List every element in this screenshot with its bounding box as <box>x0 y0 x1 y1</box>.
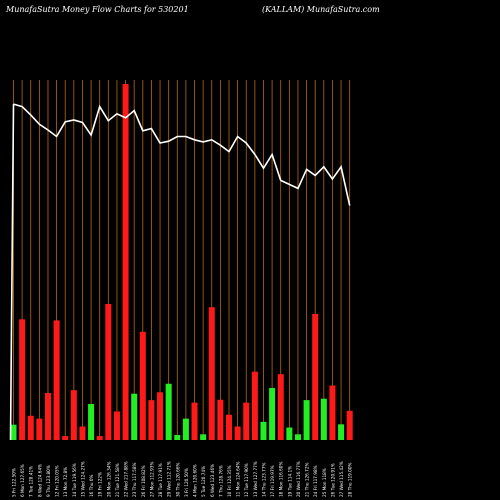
x-tick-label: 16 Thu 0% <box>89 474 94 497</box>
money-flow-bar <box>70 390 77 440</box>
money-flow-bar <box>208 307 215 440</box>
money-flow-bar <box>217 399 224 440</box>
money-flow-bar <box>312 313 319 440</box>
money-flow-bar <box>234 426 241 440</box>
x-tick-label: 20 Wed 116.77% <box>296 461 301 497</box>
money-flow-bar <box>53 320 60 440</box>
x-tick-label: 26 Tue 120.91% <box>330 463 335 497</box>
x-tick-label: 29 Wed 112.71% <box>167 461 172 497</box>
money-flow-bar <box>191 402 198 440</box>
x-tick-label: 18 Mon 116.60% <box>279 462 284 497</box>
x-tick-label: 26 Fri 108.82% <box>141 465 146 497</box>
money-flow-bar <box>88 404 95 440</box>
price-line-start <box>9 104 15 441</box>
price-line <box>13 103 351 206</box>
x-tick-label: 12 Tue 117.90% <box>244 463 249 497</box>
x-tick-label: 8 Wed 124.64% <box>37 464 42 497</box>
money-flow-bar <box>44 393 51 440</box>
money-flow-bar <box>105 304 112 440</box>
money-flow-bar <box>62 436 69 440</box>
x-tick-label: 6 Mon 127.65% <box>20 464 25 497</box>
x-tick-label: 30 Thu 120.66% <box>175 462 180 497</box>
money-flow-bar <box>36 418 43 440</box>
x-tick-label: 27 Mon 112.93% <box>149 462 154 497</box>
x-tick-label: 14 Tue 119.56% <box>72 463 77 497</box>
money-flow-bar <box>260 421 267 440</box>
x-tick-label: 12 Fri 120.05% <box>55 465 60 497</box>
x-tick-label: 24 Fri 117.98% <box>313 465 318 497</box>
money-flow-bar <box>329 385 336 440</box>
x-tick-label: 5 Tue 120.74% <box>201 466 206 497</box>
money-flow-bar <box>251 371 258 440</box>
money-flow-bar <box>122 84 129 440</box>
money-flow-bar <box>338 424 345 440</box>
x-tick-label: 7 Thu 128.76% <box>218 465 223 497</box>
x-tick-label: 25 Mon 118% <box>322 468 327 497</box>
money-flow-bar <box>139 331 146 440</box>
money-flow-bar <box>303 400 310 440</box>
x-tick-label: 15 Wed 124.27% <box>80 461 85 497</box>
money-flow-bar <box>27 415 34 440</box>
x-tick-label: 22 Wed 217.88% <box>124 461 129 497</box>
x-tick-label: 7 Tue 128.41% <box>29 466 34 497</box>
money-flow-bar <box>243 402 250 440</box>
x-tick-label: 9 Thu 123.80% <box>46 465 51 497</box>
x-tick-label: 13 Mon 72.8% <box>63 467 68 497</box>
money-flow-bar <box>10 424 17 440</box>
x-tick-label: 13 Wed 127.77% <box>253 461 258 497</box>
x-tick-label: 28 Thu 119.00% <box>348 462 353 497</box>
money-flow-bar <box>226 414 232 440</box>
money-flow-bar <box>165 383 172 440</box>
x-tick-label: 19 Tue 114.1% <box>287 466 292 497</box>
x-tick-label: 3 Fri 120.50% <box>184 468 189 497</box>
money-flow-bar <box>113 411 120 440</box>
money-flow-bar <box>294 434 301 440</box>
x-tick-label: 23 Thu 117.58% <box>132 462 137 497</box>
x-tick-label: 14 Thu 123.77% <box>261 462 266 497</box>
money-flow-bar <box>19 319 26 440</box>
x-tick-label: 21 Thu 126.72% <box>305 462 310 497</box>
money-flow-bar <box>200 434 207 440</box>
money-flow-bar <box>277 374 284 440</box>
x-tick-label: 21 Tue 121.58% <box>115 463 120 497</box>
money-flow-bar <box>79 426 86 440</box>
x-tick-label: 4 Mon 120.60% <box>193 464 198 497</box>
money-flow-bar <box>157 392 164 440</box>
money-flow-bar <box>182 418 189 440</box>
money-flow-bar <box>320 398 327 440</box>
x-tick-label: 20 Mon 126.34% <box>106 462 111 497</box>
x-tick-label: 19 Fri 122% <box>98 472 103 497</box>
x-tick-label: 28 Tue 117.91% <box>158 463 163 497</box>
money-flow-bar <box>174 435 181 440</box>
money-flow-bar <box>96 436 103 440</box>
money-flow-bar <box>148 400 155 440</box>
header-left-text: MunafaSutra Money Flow Charts for 530201 <box>6 5 189 14</box>
x-tick-label: 17 Fri 119.97% <box>270 465 275 497</box>
money-flow-bar <box>346 410 353 440</box>
money-flow-bar <box>269 388 276 440</box>
money-flow-bar <box>286 427 293 440</box>
x-tick-label: 10 Fri 124.35% <box>227 465 232 497</box>
header-right-text: (KALLAM) MunafaSutra.com <box>262 5 380 14</box>
money-flow-bar <box>131 393 138 440</box>
x-tick-label: 6 Wed 123.46% <box>210 464 215 497</box>
x-tick-label: 5 Fri 122.50% <box>12 468 17 497</box>
x-tick-label: 27 Wed 115.42% <box>339 461 344 497</box>
x-tick-label: 11 Mon 124.64% <box>236 462 241 497</box>
